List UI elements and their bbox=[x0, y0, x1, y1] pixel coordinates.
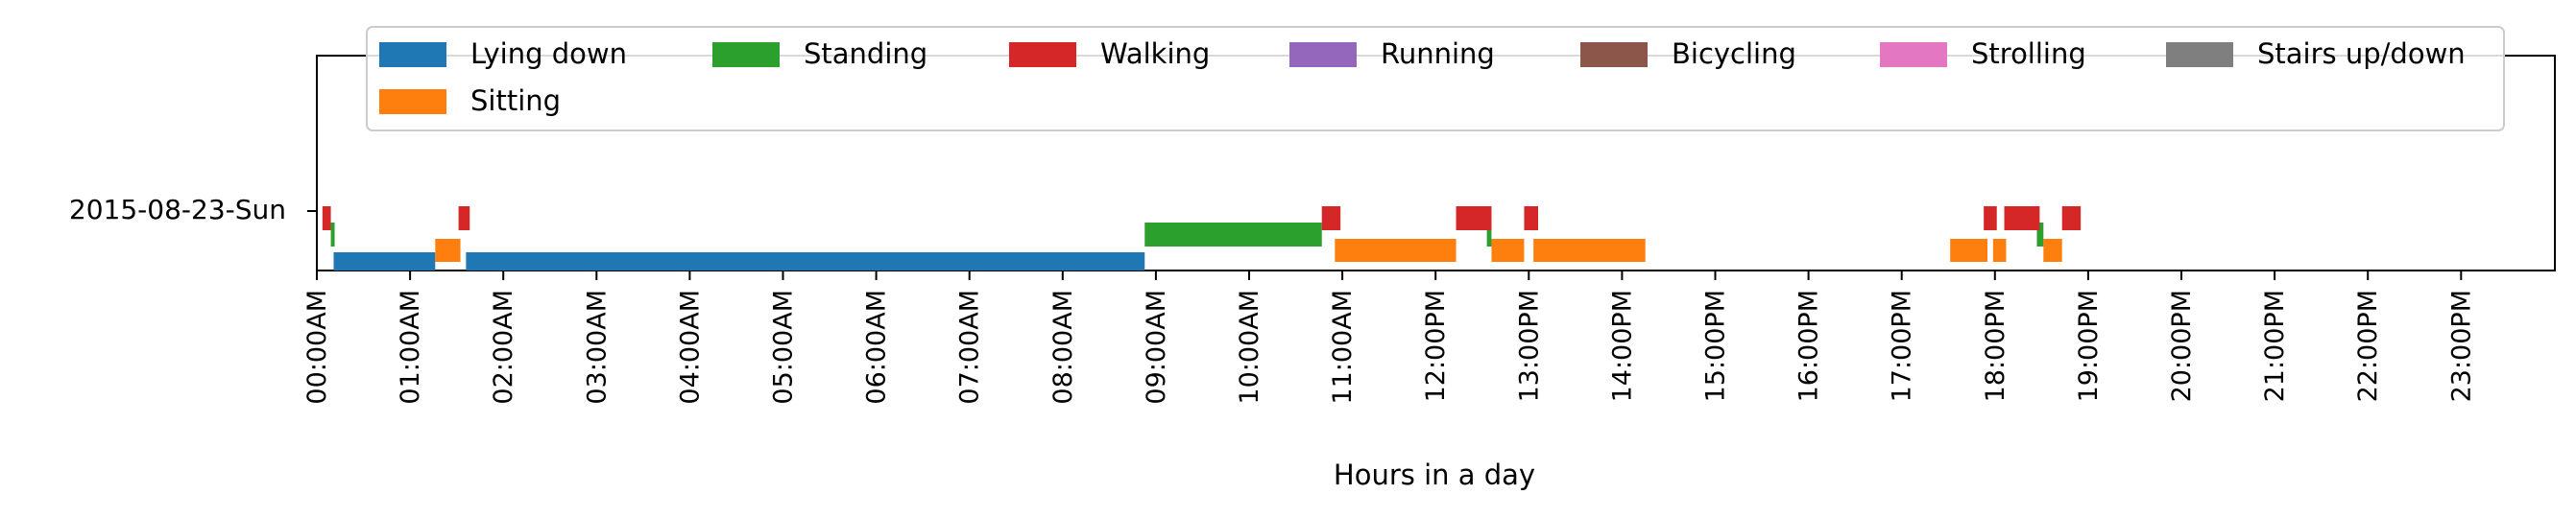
activity-bars bbox=[322, 206, 2082, 271]
bar-standing bbox=[330, 223, 335, 247]
x-axis-label: Hours in a day bbox=[1334, 459, 1535, 491]
x-tick-label: 18:00PM bbox=[1981, 290, 2010, 402]
bar-sitting bbox=[435, 239, 461, 262]
legend-swatch-bicycling bbox=[1580, 42, 1648, 67]
x-tick-label: 21:00PM bbox=[2260, 290, 2290, 402]
legend-label-lying-down: Lying down bbox=[470, 37, 627, 70]
bar-lying-down bbox=[466, 252, 1145, 271]
bar-walking bbox=[1984, 206, 1997, 230]
plot-area bbox=[316, 55, 2556, 271]
x-tick-label: 00:00AM bbox=[302, 290, 332, 405]
x-tick-label: 22:00PM bbox=[2353, 290, 2383, 402]
bar-walking bbox=[2061, 206, 2082, 230]
x-tick-label: 13:00PM bbox=[1514, 290, 1544, 402]
bar-walking bbox=[2004, 206, 2040, 230]
legend-swatch-lying-down bbox=[379, 42, 446, 67]
x-tick-label: 04:00AM bbox=[675, 290, 705, 405]
legend-label-standing: Standing bbox=[804, 37, 927, 70]
legend-label-running: Running bbox=[1381, 37, 1495, 70]
bar-walking bbox=[458, 206, 470, 230]
bar-lying-down bbox=[333, 252, 436, 271]
x-tick-label: 07:00AM bbox=[955, 290, 985, 405]
bar-walking bbox=[1321, 206, 1341, 230]
legend-swatch-stairs-up-down bbox=[2166, 42, 2233, 67]
legend-swatch-sitting bbox=[379, 89, 446, 114]
x-tick-label: 11:00AM bbox=[1328, 290, 1358, 405]
x-tick-label: 03:00AM bbox=[582, 290, 612, 405]
bar-standing bbox=[1144, 223, 1322, 247]
bar-sitting bbox=[1533, 239, 1646, 262]
legend-swatch-running bbox=[1289, 42, 1357, 67]
bar-sitting bbox=[1950, 239, 1988, 262]
x-tick-label: 14:00PM bbox=[1607, 290, 1637, 402]
legend-label-stairs-up-down: Stairs up/down bbox=[2257, 37, 2466, 70]
x-tick-label: 10:00AM bbox=[1235, 290, 1264, 405]
legend-swatch-standing bbox=[712, 42, 780, 67]
y-tick-label-day: 2015-08-23-Sun bbox=[69, 194, 286, 225]
y-axis: 2015-08-23-Sun bbox=[69, 194, 317, 225]
x-tick-label: 12:00PM bbox=[1421, 290, 1451, 402]
x-tick-label: 06:00AM bbox=[862, 290, 892, 405]
x-tick-label: 05:00AM bbox=[769, 290, 799, 405]
bar-walking bbox=[1524, 206, 1539, 230]
legend-label-walking: Walking bbox=[1100, 37, 1210, 70]
legend-label-strolling: Strolling bbox=[1971, 37, 2086, 70]
legend-swatch-walking bbox=[1009, 42, 1076, 67]
legend-swatch-strolling bbox=[1880, 42, 1947, 67]
x-tick-label: 23:00PM bbox=[2446, 290, 2476, 402]
legend: Lying down Sitting Standing Walking Running B… bbox=[366, 26, 2505, 131]
bar-walking bbox=[1456, 206, 1492, 230]
x-tick-label: 16:00PM bbox=[1794, 290, 1824, 402]
x-tick-label: 20:00PM bbox=[2167, 290, 2197, 402]
x-tick-label: 19:00PM bbox=[2074, 290, 2104, 402]
x-tick-label: 17:00PM bbox=[1888, 290, 1917, 402]
bar-standing bbox=[2036, 223, 2044, 247]
x-tick-label: 15:00PM bbox=[1701, 290, 1731, 402]
bar-standing bbox=[1486, 223, 1492, 247]
bar-walking bbox=[322, 206, 331, 230]
bar-sitting bbox=[1491, 239, 1525, 262]
x-tick-label: 09:00AM bbox=[1142, 290, 1171, 405]
x-tick-label: 02:00AM bbox=[489, 290, 518, 405]
x-tick-label: 01:00AM bbox=[396, 290, 425, 405]
bar-sitting bbox=[2043, 239, 2062, 262]
legend-frame bbox=[366, 26, 2505, 131]
x-axis: 00:00AM 01:00AM 02:00AM 03:00AM 04:00AM 05:00… bbox=[302, 271, 2476, 405]
legend-label-bicycling: Bicycling bbox=[1672, 37, 1796, 70]
x-tick-label: 08:00AM bbox=[1048, 290, 1078, 405]
bar-sitting bbox=[1335, 239, 1457, 262]
bar-sitting bbox=[1992, 239, 2007, 262]
legend-label-sitting: Sitting bbox=[470, 84, 561, 117]
